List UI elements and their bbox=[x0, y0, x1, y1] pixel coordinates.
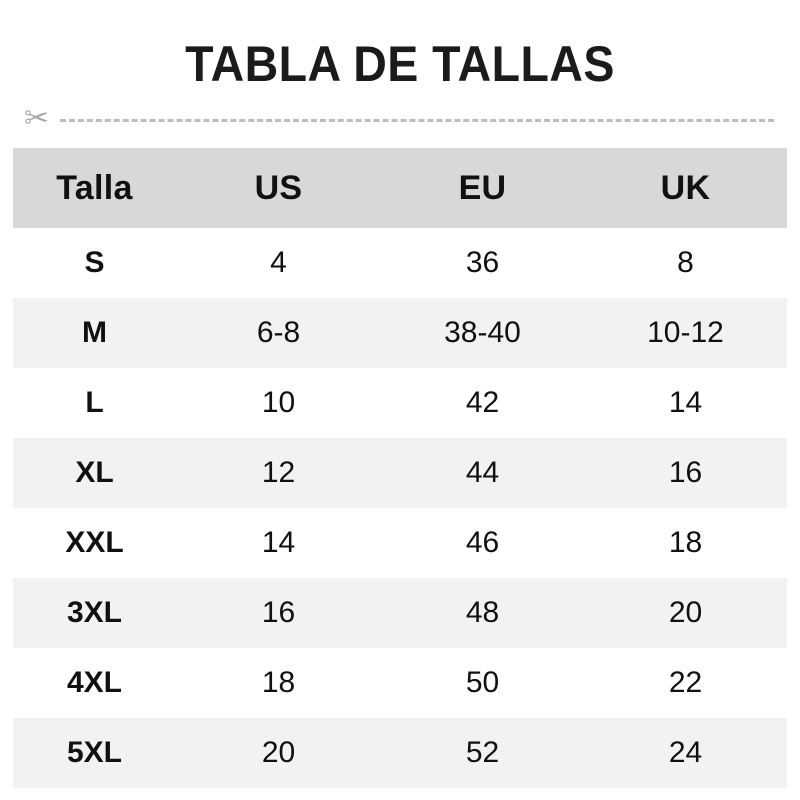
cell-eu: 44 bbox=[465, 456, 500, 489]
cell-us: 14 bbox=[261, 526, 296, 559]
cell-us: 6-8 bbox=[256, 316, 301, 349]
table-header-row: Talla US EU UK bbox=[13, 148, 787, 228]
cell-talla: L bbox=[85, 386, 104, 419]
cell-talla: 5XL bbox=[66, 736, 123, 769]
cell-us: 20 bbox=[261, 736, 296, 769]
table-row: XL 12 44 16 bbox=[13, 438, 787, 508]
cell-talla: XL bbox=[75, 456, 114, 489]
table-row: 4XL 18 50 22 bbox=[13, 648, 787, 718]
cell-uk: 10-12 bbox=[647, 316, 724, 349]
cell-eu: 38-40 bbox=[444, 316, 521, 349]
cell-uk: 16 bbox=[668, 456, 703, 489]
column-header-uk: UK bbox=[660, 168, 711, 207]
table-row: 3XL 16 48 20 bbox=[13, 578, 787, 648]
cell-eu: 46 bbox=[465, 526, 500, 559]
scissors-icon: ✂ bbox=[24, 102, 50, 135]
size-chart-table: Talla US EU UK S 4 36 8 M 6-8 38-40 10-1… bbox=[13, 148, 787, 788]
table-row: M 6-8 38-40 10-12 bbox=[13, 298, 787, 368]
cell-uk: 22 bbox=[668, 666, 703, 699]
cell-talla: XXL bbox=[65, 526, 124, 559]
cell-uk: 24 bbox=[668, 736, 703, 769]
column-header-us: US bbox=[254, 168, 303, 207]
table-row: XXL 14 46 18 bbox=[13, 508, 787, 578]
cell-us: 12 bbox=[261, 456, 296, 489]
cell-talla: M bbox=[82, 316, 107, 349]
cell-talla: S bbox=[84, 246, 105, 279]
column-header-eu: EU bbox=[458, 168, 507, 207]
cell-uk: 14 bbox=[668, 386, 703, 419]
page-title-container: TABLA DE TALLAS bbox=[0, 36, 800, 92]
cell-eu: 50 bbox=[465, 666, 500, 699]
cell-us: 10 bbox=[261, 386, 296, 419]
page-title: TABLA DE TALLAS bbox=[185, 36, 615, 92]
cell-eu: 36 bbox=[465, 246, 500, 279]
table-body: S 4 36 8 M 6-8 38-40 10-12 L 10 42 14 XL… bbox=[13, 228, 787, 788]
cell-eu: 52 bbox=[465, 736, 500, 769]
cell-eu: 42 bbox=[465, 386, 500, 419]
table-row: L 10 42 14 bbox=[13, 368, 787, 438]
table-header: Talla US EU UK bbox=[13, 148, 787, 228]
cut-here-line: ✂ bbox=[24, 104, 774, 136]
cell-uk: 18 bbox=[668, 526, 703, 559]
dashed-divider bbox=[60, 118, 774, 122]
cell-us: 4 bbox=[270, 246, 287, 279]
cell-us: 16 bbox=[261, 596, 296, 629]
cell-eu: 48 bbox=[465, 596, 500, 629]
cell-us: 18 bbox=[261, 666, 296, 699]
cell-talla: 3XL bbox=[66, 596, 123, 629]
table-row: 5XL 20 52 24 bbox=[13, 718, 787, 788]
column-header-talla: Talla bbox=[56, 168, 133, 207]
table-row: S 4 36 8 bbox=[13, 228, 787, 298]
cell-uk: 20 bbox=[668, 596, 703, 629]
cell-talla: 4XL bbox=[66, 666, 123, 699]
cell-uk: 8 bbox=[677, 246, 694, 279]
